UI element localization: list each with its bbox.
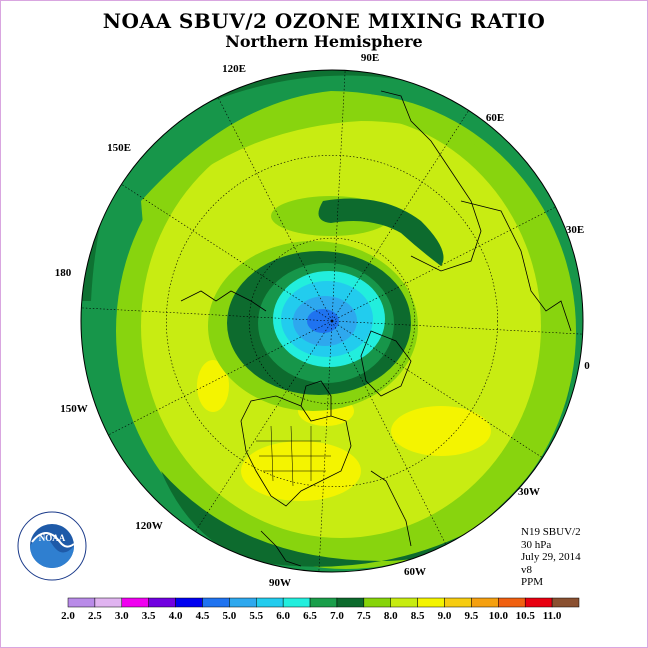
noaa-logo: NOAA [17, 511, 87, 581]
lon-label-120e: 120E [222, 63, 246, 75]
colorbar-tick-label: 9.0 [438, 610, 452, 622]
latitude-circle [248, 237, 416, 405]
ozone-contours [81, 70, 583, 572]
colorbar-swatch [524, 597, 553, 608]
lon-label-120w: 120W [135, 520, 163, 532]
colorbar-swatch [471, 597, 499, 608]
info-version: v8 [521, 563, 532, 576]
colorbar-tick-label: 8.0 [384, 610, 398, 622]
graticule [81, 70, 583, 572]
colorbar-swatch [498, 597, 526, 608]
colorbar-swatch [390, 597, 418, 608]
lon-label-90w: 90W [269, 577, 291, 589]
lon-label-30w: 30W [518, 486, 540, 498]
coastlines [180, 90, 572, 567]
colorbar-tick-label: 4.5 [196, 610, 210, 622]
colorbar-swatch [417, 597, 445, 608]
colorbar-tick-label: 7.0 [330, 610, 344, 622]
colorbar-swatch [282, 597, 311, 608]
info-pressure: 30 hPa [521, 538, 552, 551]
colorbar-tick-label: 2.0 [61, 610, 75, 622]
band-8.5-atlantic [391, 406, 491, 456]
lon-label-150w: 150W [60, 403, 88, 415]
lon-label-180: 180 [55, 267, 72, 279]
logo-wave [30, 536, 74, 568]
info-date: July 29, 2014 [521, 551, 581, 563]
colorbar-swatch [336, 597, 365, 608]
info-block: N19 SBUV/2 30 hPa July 29, 2014 v8 PPM [521, 526, 581, 589]
colorbar: 2.0 2.5 3.0 3.5 4.0 4.5 5.0 5.5 6.0 6.5 7.0 7.5 8.0 8… [61, 597, 580, 622]
colorbar-swatch [363, 597, 391, 608]
greenland-outline [360, 330, 412, 397]
europe-coast [460, 200, 572, 332]
colorbar-swatch [148, 597, 176, 608]
longitude-labels: 90E 60E 30E 0 30W 60W 90W 120W 150W 180 150E 120E [55, 52, 591, 589]
colorbar-tick-label: 4.0 [169, 610, 183, 622]
lon-label-150e: 150E [107, 142, 131, 154]
lon-label-90e: 90E [361, 52, 379, 64]
info-units: PPM [521, 576, 544, 588]
colorbar-tick-label: 10.5 [516, 610, 536, 622]
hudson-bay-outline [300, 380, 332, 416]
info-satellite: N19 SBUV/2 [521, 526, 581, 538]
colorbar-tick-label: 9.5 [465, 610, 479, 622]
band-4.5-polar [307, 309, 339, 333]
colorbar-tick-label: 3.0 [115, 610, 129, 622]
map-boundary [80, 69, 584, 573]
colorbar-swatch [202, 597, 230, 608]
colorbar-swatch [444, 597, 472, 608]
colorbar-swatch [175, 597, 203, 608]
colorbar-tick-label: 6.0 [276, 610, 290, 622]
latitude-circle [166, 155, 498, 487]
colorbar-tick-label: 7.5 [357, 610, 371, 622]
colorbar-swatch [551, 597, 580, 608]
colorbar-tick-label: 11.0 [543, 610, 562, 622]
colorbar-tick-label: 5.0 [222, 610, 236, 622]
colorbar-tick-label: 10.0 [489, 610, 509, 622]
colorbar-swatch [121, 597, 149, 608]
colorbar-swatch [229, 597, 257, 608]
eurasia-north-coast [380, 90, 482, 272]
north-america-outline [240, 395, 352, 507]
us-state-borders [256, 425, 331, 487]
lon-label-30e: 30E [566, 224, 584, 236]
central-america-coast [260, 530, 302, 567]
logo-text: NOAA [39, 533, 66, 543]
band-8.5-pacific [197, 360, 229, 412]
colorbar-tick-label: 6.5 [303, 610, 317, 622]
band-7.5-arc [141, 91, 481, 261]
lon-label-60e: 60E [486, 112, 504, 124]
band-7.0-ridge [318, 198, 444, 266]
colorbar-tick-label: 8.5 [411, 610, 425, 622]
colorbar-tick-label: 2.5 [88, 610, 102, 622]
map-title: NOAA SBUV/2 OZONE MIXING RATIO [102, 9, 546, 33]
lon-label-60w: 60W [404, 566, 426, 578]
colorbar-swatch [309, 597, 338, 608]
colorbar-tick-label: 3.5 [142, 610, 156, 622]
south-america-coast [370, 470, 412, 547]
colorbar-tick-label: 5.5 [249, 610, 263, 622]
colorbar-swatch [94, 597, 123, 608]
lon-label-0: 0 [584, 360, 590, 372]
map-subtitle: Northern Hemisphere [225, 32, 423, 51]
colorbar-swatch [256, 597, 284, 608]
siberia-coast [180, 290, 267, 312]
logo-gull [31, 532, 75, 548]
colorbar-swatch [67, 597, 96, 608]
